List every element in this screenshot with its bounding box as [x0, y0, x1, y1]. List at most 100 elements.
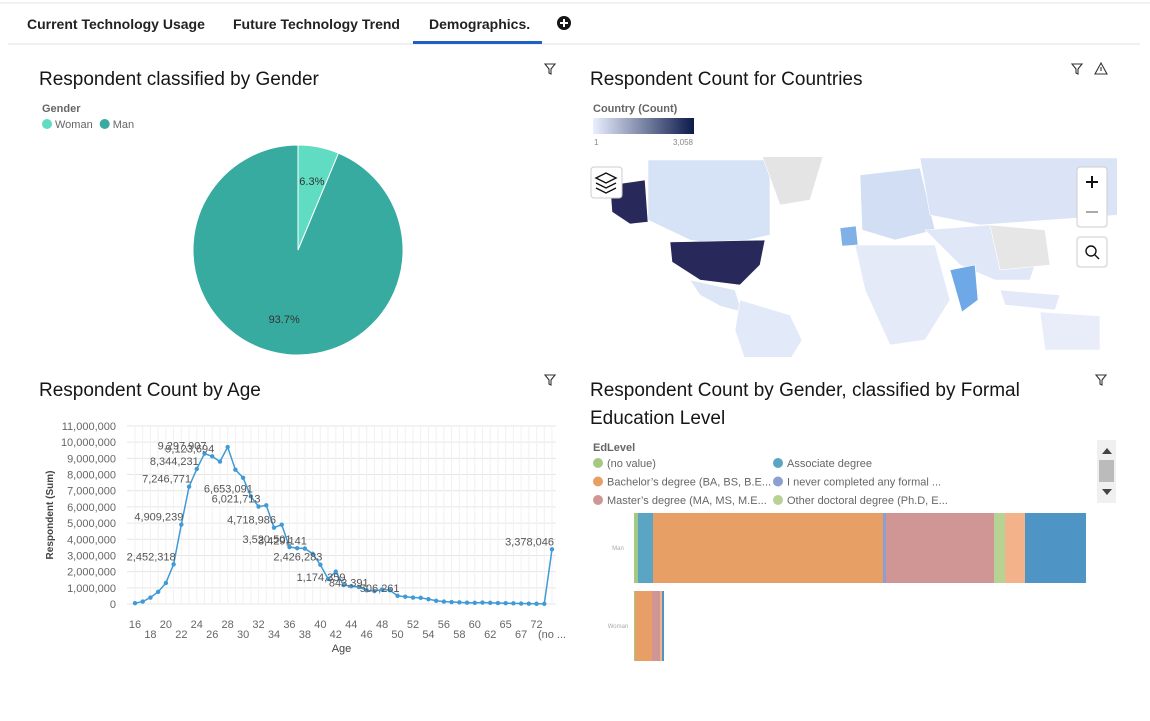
point: [155, 589, 161, 595]
x-tick-label: (no ...: [538, 629, 566, 641]
x-tick-label: 48: [376, 619, 388, 631]
legend-title: EdLevel: [593, 442, 635, 454]
x-tick-label: 42: [330, 629, 342, 641]
chart-title: Respondent Count by Age: [39, 380, 261, 401]
add-tab-button[interactable]: [557, 16, 571, 30]
point: [526, 601, 532, 606]
tab[interactable]: Demographics.: [429, 16, 531, 32]
data-label: 4,718,986: [227, 515, 276, 527]
point: [148, 595, 153, 600]
bar-segment: [653, 513, 883, 583]
point: [379, 587, 385, 592]
legend-label: Man: [113, 119, 134, 131]
data-label: 8,344,231: [150, 456, 199, 468]
bar-segment: [652, 591, 660, 661]
point: [279, 522, 284, 527]
y-tick-label: 3,000,000: [67, 550, 116, 562]
bar-segment: [1025, 513, 1086, 583]
slice-label: 6.3%: [299, 176, 324, 188]
point: [542, 601, 547, 607]
point: [441, 599, 447, 604]
legend-swatch: [773, 495, 783, 505]
point: [210, 454, 215, 459]
point: [403, 594, 408, 599]
point: [171, 562, 176, 567]
legend-swatch: [593, 458, 603, 468]
category-label: Woman: [608, 624, 629, 630]
point: [387, 588, 393, 593]
x-tick-label: 26: [206, 629, 218, 641]
bar-segment: [883, 513, 886, 583]
x-tick-label: 44: [345, 619, 357, 631]
point: [488, 600, 493, 606]
chart-title: Respondent Count by Gender, classified b…: [590, 380, 1020, 429]
legend-scrollbar[interactable]: [1097, 440, 1116, 503]
legend-label: (no value): [607, 458, 656, 470]
legend-label: Associate degree: [787, 458, 872, 470]
legend-swatch: [773, 458, 783, 468]
category-label: Man: [612, 546, 624, 552]
bar-segment: [994, 513, 1005, 583]
point: [233, 467, 238, 472]
x-tick-label: 30: [237, 629, 249, 641]
x-tick-label: 67: [515, 629, 527, 641]
data-label: 3,378,046: [505, 536, 554, 548]
filter-icons[interactable]: [543, 61, 1108, 386]
point: [480, 600, 485, 605]
point: [202, 451, 207, 456]
legend-label: Woman: [55, 119, 93, 131]
legend-label: I never completed any formal ...: [787, 477, 941, 489]
point: [140, 599, 145, 604]
y-tick-label: 8,000,000: [67, 470, 116, 482]
x-tick-label: 46: [361, 629, 373, 641]
point: [534, 601, 539, 606]
slice-label: 93.7%: [269, 314, 300, 326]
point: [418, 595, 423, 601]
data-label: 506,261: [360, 583, 400, 595]
point: [503, 600, 508, 606]
pie-slice: [192, 144, 404, 356]
point: [433, 598, 439, 603]
point: [325, 576, 331, 582]
point: [341, 582, 346, 588]
data-label: 2,426,283: [273, 552, 322, 564]
bar-segment: [635, 591, 652, 661]
y-axis-title: Respondent (Sum): [45, 471, 56, 560]
point: [333, 569, 338, 574]
point: [410, 595, 416, 600]
bar-segment: [660, 591, 662, 661]
legend-swatch: [593, 495, 603, 505]
x-tick-label: 52: [407, 619, 419, 631]
legend-title: Gender: [42, 103, 81, 115]
map-controls[interactable]: [590, 166, 1108, 268]
y-tick-label: 0: [110, 599, 116, 611]
point: [472, 600, 477, 606]
legend-swatch: [99, 119, 110, 129]
x-tick-label: 20: [160, 619, 172, 631]
data-label: 2,452,318: [127, 551, 176, 563]
x-tick-label: 36: [283, 619, 295, 631]
tab[interactable]: Future Technology Trend: [233, 16, 400, 32]
y-tick-label: 5,000,000: [67, 518, 116, 530]
x-tick-label: 40: [314, 619, 326, 631]
x-tick-label: 54: [422, 629, 434, 641]
tab[interactable]: Current Technology Usage: [27, 16, 205, 32]
bar-segment: [634, 591, 635, 661]
data-label: 3,429,141: [258, 536, 307, 548]
x-tick-label: 62: [484, 629, 496, 641]
point: [457, 600, 462, 605]
data-label: 3,520,501: [243, 534, 292, 546]
y-tick-label: 11,000,000: [62, 421, 116, 433]
data-label: 1,174,359: [297, 572, 346, 584]
scale-label: 1: [594, 138, 599, 147]
data-label: 9,123,694: [165, 443, 214, 455]
data-label: 6,021,713: [212, 494, 261, 506]
legend-swatch: [593, 476, 603, 487]
legend-title: Country (Count): [593, 103, 678, 115]
bar-segment: [886, 513, 994, 583]
point: [364, 588, 369, 593]
point: [349, 584, 354, 589]
y-tick-label: 6,000,000: [67, 502, 116, 514]
